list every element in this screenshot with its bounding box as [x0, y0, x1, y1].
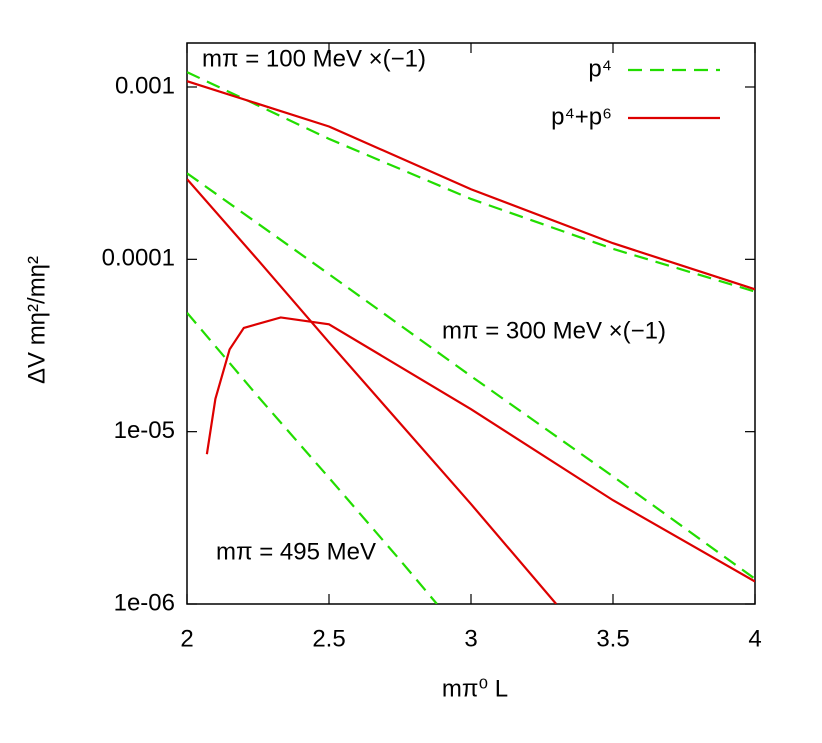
legend-label: p⁴+p⁶	[551, 103, 612, 130]
line-series	[205, 316, 755, 583]
y-tick-label: 1e-05	[114, 417, 175, 444]
line-series	[187, 172, 755, 580]
y-tick-label: 1e-06	[114, 589, 175, 616]
line-series	[187, 80, 755, 291]
x-tick-label: 2	[180, 625, 193, 652]
annotation: mπ = 300 MeV ×(−1)	[442, 317, 666, 344]
x-tick-label: 3.5	[596, 625, 629, 652]
y-axis-label: ΔV mη²/mη²	[23, 256, 50, 384]
legend-label: p⁴	[588, 55, 612, 82]
x-tick-label: 2.5	[312, 625, 345, 652]
x-axis-label: mπ⁰ L	[442, 675, 508, 702]
x-tick-label: 4	[748, 625, 761, 652]
annotation: mπ = 100 MeV ×(−1)	[202, 45, 426, 72]
line-series	[187, 312, 438, 604]
annotation: mπ = 495 MeV	[216, 538, 376, 565]
line-series	[187, 178, 558, 604]
y-tick-label: 0.001	[115, 72, 175, 99]
y-tick-label: 0.0001	[102, 245, 175, 272]
line-series	[187, 71, 755, 293]
x-tick-label: 3	[464, 625, 477, 652]
